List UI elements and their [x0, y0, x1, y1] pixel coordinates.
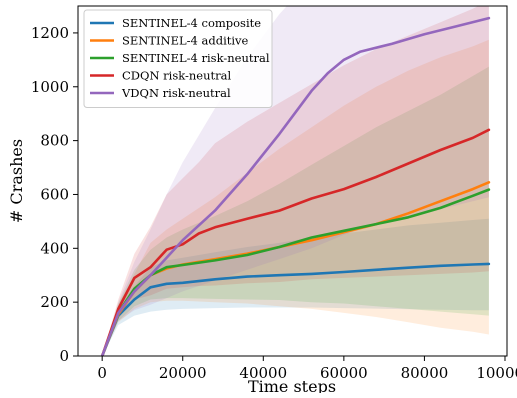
x-tick-label: 40000 — [239, 364, 287, 382]
plot-frame — [77, 5, 508, 357]
y-tick-label: 1200 — [31, 24, 69, 42]
band-sentinel-4-composite — [102, 218, 489, 356]
y-axis-ticks: 0 200 400 600 800 1000 1200 — [31, 24, 78, 365]
y-tick-label: 800 — [40, 132, 69, 150]
x-tick-label: 80000 — [401, 364, 449, 382]
band-vdqn-risk-neutral — [102, 6, 489, 356]
x-tick-label: 100000 — [476, 364, 517, 382]
x-tick-label: 20000 — [159, 364, 207, 382]
x-tick-label: 60000 — [320, 364, 368, 382]
y-tick-label: 400 — [40, 239, 69, 257]
legend-label: VDQN risk-neutral — [121, 86, 231, 100]
y-axis-label: # Crashes — [7, 139, 26, 223]
legend-label: SENTINEL-4 risk-neutral — [122, 51, 270, 65]
line-sentinel-4-composite — [100, 262, 491, 356]
legend: SENTINEL-4 composite SENTINEL-4 additive S… — [83, 9, 273, 108]
legend-label: SENTINEL-4 composite — [122, 16, 261, 30]
line-cdqn-risk-neutral — [100, 128, 491, 356]
legend-box — [83, 9, 273, 108]
band-sentinel-4-additive — [102, 39, 489, 356]
line-vdqn-risk-neutral — [100, 16, 491, 356]
y-tick-label: 1000 — [31, 78, 69, 96]
x-axis-ticks: 0 20000 40000 60000 80000 100000 — [97, 356, 517, 382]
x-tick-label: 0 — [97, 364, 107, 382]
series-lines — [100, 16, 491, 356]
y-tick-label: 600 — [40, 185, 69, 203]
legend-label: SENTINEL-4 additive — [122, 34, 249, 48]
legend-label: CDQN risk-neutral — [122, 69, 231, 83]
x-axis-label: Time steps — [248, 377, 336, 393]
y-tick-label: 200 — [40, 293, 69, 311]
y-tick-label: 0 — [59, 347, 69, 365]
band-sentinel-4-risk-neutral — [102, 66, 489, 356]
